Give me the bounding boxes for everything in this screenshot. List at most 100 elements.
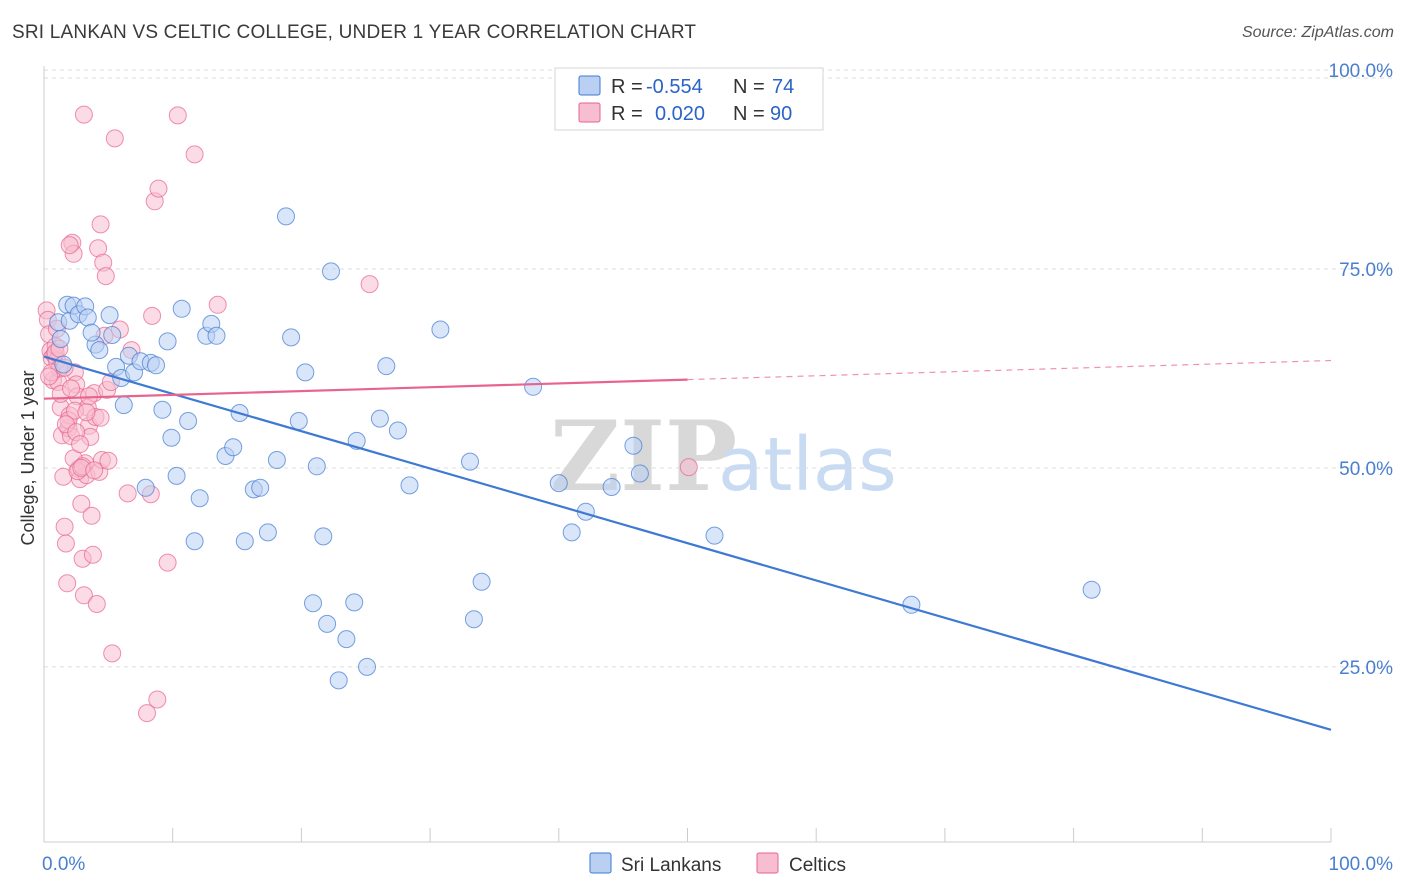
point-celtics-14 <box>55 517 74 536</box>
point-sri-lankans-18 <box>136 478 155 497</box>
legend-swatch-blue <box>578 75 601 96</box>
bottom-legend-swatch-sri-lankans <box>589 852 612 874</box>
point-celtics-16 <box>58 574 77 593</box>
point-sri-lankans-37 <box>251 478 270 497</box>
legend-n-label-2: N = <box>733 103 765 125</box>
point-celtics-82 <box>77 403 96 422</box>
point-sri-lankans-59 <box>461 452 479 471</box>
series-sri-lankans-points <box>49 207 1101 690</box>
point-celtics-65 <box>679 458 698 477</box>
point-sri-lankans-56 <box>388 421 407 440</box>
point-celtics-83 <box>40 367 59 386</box>
point-sri-lankans-47 <box>318 614 337 633</box>
legend-box: R = -0.554 N = 74 R = 0.020 N = 90 <box>554 67 824 131</box>
point-sri-lankans-46 <box>314 527 333 546</box>
point-sri-lankans-49 <box>329 671 348 690</box>
chart-title: SRI LANKAN VS CELTIC COLLEGE, UNDER 1 YE… <box>12 22 697 43</box>
point-sri-lankans-7 <box>78 308 97 327</box>
trend-line-sri-lankans <box>43 355 1332 731</box>
x-tick-label-0: 0.0% <box>42 854 85 875</box>
point-sri-lankans-9 <box>90 341 109 360</box>
axes <box>43 66 1332 843</box>
point-sri-lankans-38 <box>258 523 277 542</box>
point-sri-lankans-28 <box>190 489 209 508</box>
point-sri-lankans-50 <box>337 630 356 649</box>
point-sri-lankans-63 <box>549 474 568 493</box>
point-celtics-66 <box>74 105 93 124</box>
legend-n-label-1: N = <box>733 76 765 98</box>
point-sri-lankans-22 <box>158 332 177 351</box>
point-sri-lankans-41 <box>282 328 301 347</box>
source-label: Source: ZipAtlas.com <box>1241 24 1394 41</box>
trend-line-celtics-extension <box>687 359 1332 381</box>
legend-r-value-2: 0.020 <box>655 103 705 125</box>
point-sri-lankans-42 <box>289 412 308 430</box>
point-celtics-67 <box>60 236 79 255</box>
trend-lines <box>43 355 1332 731</box>
point-sri-lankans-43 <box>296 363 315 382</box>
point-celtics-39 <box>87 595 106 613</box>
point-sri-lankans-40 <box>277 207 295 226</box>
point-celtics-88 <box>71 435 89 454</box>
point-sri-lankans-26 <box>179 412 198 430</box>
point-sri-lankans-1 <box>51 330 70 348</box>
point-sri-lankans-25 <box>172 299 191 318</box>
point-celtics-63 <box>208 295 227 314</box>
point-sri-lankans-27 <box>185 532 204 551</box>
point-sri-lankans-35 <box>235 532 254 551</box>
y-axis-label: College, Under 1 year <box>18 370 38 545</box>
x-tick-label-1: 100.0% <box>1329 854 1394 875</box>
x-tick-labels: 0.0% 100.0% <box>42 854 1393 875</box>
trend-line-celtics <box>43 378 688 400</box>
point-celtics-58 <box>148 690 167 709</box>
point-sri-lankans-51 <box>345 593 364 612</box>
point-celtics-49 <box>103 644 122 663</box>
watermark-atlas: atlas <box>718 422 897 508</box>
point-celtics-64 <box>360 275 379 294</box>
watermark-zip: ZIP <box>550 400 737 513</box>
point-sri-lankans-48 <box>322 262 340 281</box>
point-sri-lankans-44 <box>304 594 322 613</box>
legend-r-label-2: R = <box>611 103 643 125</box>
point-celtics-62 <box>185 145 204 164</box>
point-celtics-52 <box>118 484 137 503</box>
grid-lines <box>44 69 1392 668</box>
point-sri-lankans-39 <box>267 451 286 469</box>
point-sri-lankans-21 <box>153 400 172 419</box>
point-sri-lankans-45 <box>307 457 326 476</box>
point-celtics-29 <box>74 586 93 605</box>
point-sri-lankans-67 <box>624 436 643 455</box>
point-celtics-87 <box>85 461 104 480</box>
point-sri-lankans-69 <box>705 526 724 545</box>
bottom-legend-sri-lankans: Sri Lankans <box>621 855 721 876</box>
point-sri-lankans-71 <box>1082 580 1101 599</box>
point-sri-lankans-33 <box>224 438 243 457</box>
point-sri-lankans-24 <box>167 466 186 485</box>
point-celtics-59 <box>149 179 168 198</box>
point-sri-lankans-53 <box>358 657 376 676</box>
point-sri-lankans-20 <box>147 356 165 375</box>
point-celtics-48 <box>99 451 118 470</box>
point-celtics-46 <box>96 267 115 286</box>
point-sri-lankans-14 <box>114 396 133 415</box>
point-celtics-36 <box>83 545 102 564</box>
point-celtics-35 <box>82 506 101 525</box>
point-celtics-60 <box>158 553 177 572</box>
legend-swatch-pink <box>578 102 601 123</box>
bottom-legend-celtics: Celtics <box>789 855 846 876</box>
point-sri-lankans-23 <box>162 428 181 447</box>
legend-n-value-2: 90 <box>770 103 792 125</box>
point-sri-lankans-31 <box>207 326 226 345</box>
point-sri-lankans-66 <box>602 478 621 496</box>
y-tick-label-0: 25.0% <box>1339 658 1393 679</box>
y-tick-labels: 25.0% 50.0% 75.0% 100.0% <box>1329 61 1394 679</box>
point-celtics-42 <box>91 215 110 234</box>
point-sri-lankans-64 <box>562 523 581 542</box>
legend-r-value-1: -0.554 <box>646 76 703 98</box>
y-tick-label-1: 50.0% <box>1339 459 1393 480</box>
point-celtics-15 <box>56 534 75 553</box>
point-celtics-61 <box>168 106 187 125</box>
point-celtics-27 <box>72 494 91 513</box>
point-sri-lankans-54 <box>370 409 389 428</box>
